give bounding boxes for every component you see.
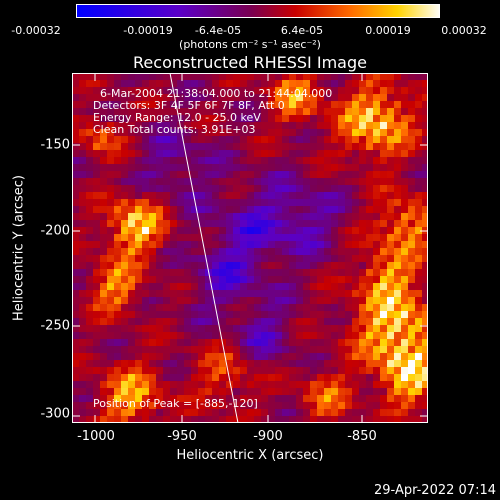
y-tick-label: -300 bbox=[40, 406, 70, 422]
x-tick-label: -900 bbox=[253, 429, 283, 444]
info-total-counts: Clean Total counts: 3.91E+03 bbox=[93, 123, 256, 136]
rhessi-image-pixels bbox=[72, 73, 428, 423]
x-tick-label: -950 bbox=[167, 429, 197, 444]
y-axis-label: Heliocentric Y (arcsec) bbox=[11, 175, 27, 321]
x-axis-label: Heliocentric X (arcsec) bbox=[176, 448, 324, 463]
y-tick-marks bbox=[72, 144, 428, 417]
colorbar-tick: -6.4e-05 bbox=[194, 24, 242, 37]
colorbar-units: (photons cm⁻² s⁻¹ asec⁻²) bbox=[179, 38, 321, 51]
solar-limb-line bbox=[169, 73, 239, 423]
colorbar-tick: 0.00032 bbox=[441, 24, 487, 37]
info-time-range: 6-Mar-2004 21:38:04.000 to 21:44:04.000 bbox=[100, 87, 333, 100]
plot-frame bbox=[72, 73, 428, 423]
x-tick-label: -1000 bbox=[77, 429, 115, 444]
solar-image-plot bbox=[72, 73, 428, 423]
render-timestamp: 29-Apr-2022 07:14 bbox=[374, 483, 496, 498]
y-tick-label: -250 bbox=[40, 318, 70, 334]
info-energy-range: Energy Range: 12.0 - 25.0 keV bbox=[93, 111, 261, 124]
colorbar-tick: -0.00019 bbox=[123, 24, 173, 37]
colorbar-tick: 0.00019 bbox=[365, 24, 411, 37]
x-tick-marks bbox=[94, 73, 363, 423]
colorbar-tick: 6.4e-05 bbox=[280, 24, 324, 37]
colorbar bbox=[76, 4, 440, 18]
y-tick-label: -200 bbox=[40, 223, 70, 239]
info-detectors: Detectors: 3F 4F 5F 6F 7F 8F, Att 0 bbox=[93, 99, 285, 112]
plot-title: Reconstructed RHESSI Image bbox=[133, 53, 367, 72]
y-tick-label: -150 bbox=[40, 137, 70, 153]
x-tick-label: -850 bbox=[347, 429, 377, 444]
colorbar-tick: -0.00032 bbox=[11, 24, 61, 37]
peak-position-label: Position of Peak = [-885,-120] bbox=[93, 397, 258, 410]
